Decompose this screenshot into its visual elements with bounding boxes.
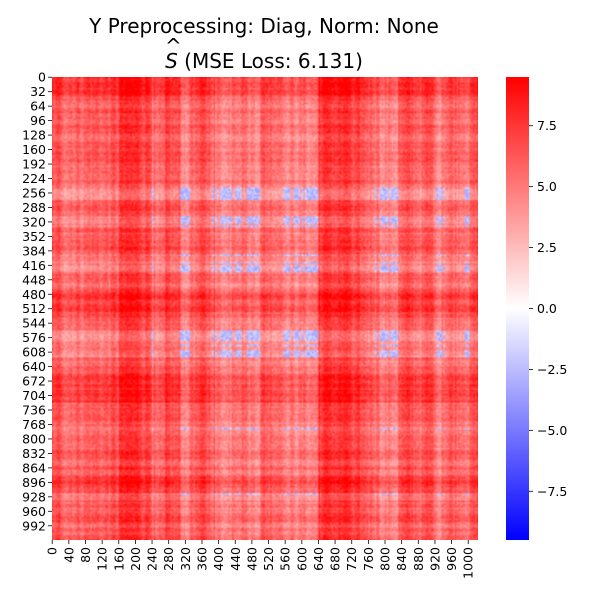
colorbar-tick-label: 5.0 — [537, 179, 557, 194]
x-tick-label: 640 — [311, 547, 326, 571]
chart-title-line1: Y Preprocessing: Diag, Norm: None — [88, 14, 439, 38]
y-tick-label: 640 — [22, 359, 46, 374]
y-tick-label: 576 — [22, 330, 46, 345]
colorbar — [506, 77, 529, 540]
x-tick-label: 560 — [278, 547, 293, 571]
x-tick-label: 440 — [228, 547, 243, 571]
x-axis: 0 40 80 120 160 200 240 280 320 360 400 440 480 520 56… — [45, 540, 476, 579]
y-tick-label: 832 — [22, 446, 46, 461]
colorbar-tick-label: −5.0 — [537, 423, 567, 438]
y-tick-label: 0 — [38, 70, 46, 85]
y-tick-label: 416 — [22, 258, 46, 273]
x-tick-label: 480 — [244, 547, 259, 571]
x-tick-label: 720 — [344, 547, 359, 571]
y-tick-label: 384 — [22, 243, 46, 258]
x-tick-label: 760 — [361, 547, 376, 571]
svg-text:S (MSE Loss: 6.131): S (MSE Loss: 6.131) — [165, 49, 363, 73]
y-tick-label: 32 — [30, 84, 46, 99]
x-tick-label: 280 — [161, 547, 176, 571]
colorbar-tick-label: −2.5 — [537, 362, 567, 377]
y-tick-label: 256 — [22, 185, 46, 200]
heatmap-image — [52, 77, 478, 540]
x-tick-label: 360 — [194, 547, 209, 571]
x-tick-label: 960 — [444, 547, 459, 571]
x-tick-label: 40 — [61, 547, 76, 563]
title-hat-accent: ^ — [165, 34, 182, 58]
y-tick-label: 992 — [22, 518, 46, 533]
x-tick-label: 680 — [328, 547, 343, 571]
x-tick-label: 120 — [95, 547, 110, 571]
y-tick-label: 864 — [22, 460, 46, 475]
chart-title-line2: S (MSE Loss: 6.131) ^ — [165, 34, 363, 73]
y-tick-label: 480 — [22, 287, 46, 302]
y-tick-label: 928 — [22, 489, 46, 504]
y-tick-label: 736 — [22, 403, 46, 418]
x-tick-label: 1000 — [461, 547, 476, 579]
colorbar-tick-label: 0.0 — [537, 301, 557, 316]
y-tick-label: 352 — [22, 229, 46, 244]
x-tick-label: 920 — [427, 547, 442, 571]
heatmap — [52, 77, 478, 540]
x-tick-label: 600 — [294, 547, 309, 571]
y-tick-label: 224 — [22, 171, 46, 186]
colorbar-tick-label: 7.5 — [537, 118, 557, 133]
x-tick-label: 200 — [128, 547, 143, 571]
y-axis: 0326496128160192224256288320352384416448… — [22, 70, 52, 533]
y-tick-label: 672 — [22, 374, 46, 389]
x-tick-label: 800 — [378, 547, 393, 571]
x-tick-label: 240 — [145, 547, 160, 571]
y-tick-label: 160 — [22, 142, 46, 157]
y-tick-label: 800 — [22, 431, 46, 446]
x-tick-label: 880 — [411, 547, 426, 571]
x-tick-label: 520 — [261, 547, 276, 571]
colorbar-ticks: 7.5 5.0 2.5 0.0 −2.5 −5.0 −7.5 — [529, 118, 567, 499]
y-tick-label: 128 — [22, 128, 46, 143]
y-tick-label: 544 — [22, 316, 46, 331]
x-tick-label: 840 — [394, 547, 409, 571]
title-hat-symbol: S — [165, 49, 178, 73]
y-tick-label: 288 — [22, 200, 46, 215]
y-tick-label: 96 — [30, 113, 46, 128]
x-tick-label: 160 — [111, 547, 126, 571]
x-tick-label: 400 — [211, 547, 226, 571]
colorbar-tick-label: 2.5 — [537, 240, 557, 255]
y-tick-label: 768 — [22, 417, 46, 432]
y-tick-label: 320 — [22, 214, 46, 229]
x-tick-label: 320 — [178, 547, 193, 571]
y-tick-label: 512 — [22, 301, 46, 316]
y-tick-label: 896 — [22, 475, 46, 490]
x-tick-label: 0 — [45, 547, 60, 555]
y-tick-label: 704 — [22, 388, 46, 403]
y-tick-label: 448 — [22, 272, 46, 287]
y-tick-label: 192 — [22, 157, 46, 172]
y-tick-label: 608 — [22, 345, 46, 360]
y-tick-label: 960 — [22, 504, 46, 519]
colorbar-tick-label: −7.5 — [537, 484, 567, 499]
y-tick-label: 64 — [30, 99, 46, 114]
x-tick-label: 80 — [78, 547, 93, 563]
title-mse-text: (MSE Loss: 6.131) — [178, 49, 363, 73]
